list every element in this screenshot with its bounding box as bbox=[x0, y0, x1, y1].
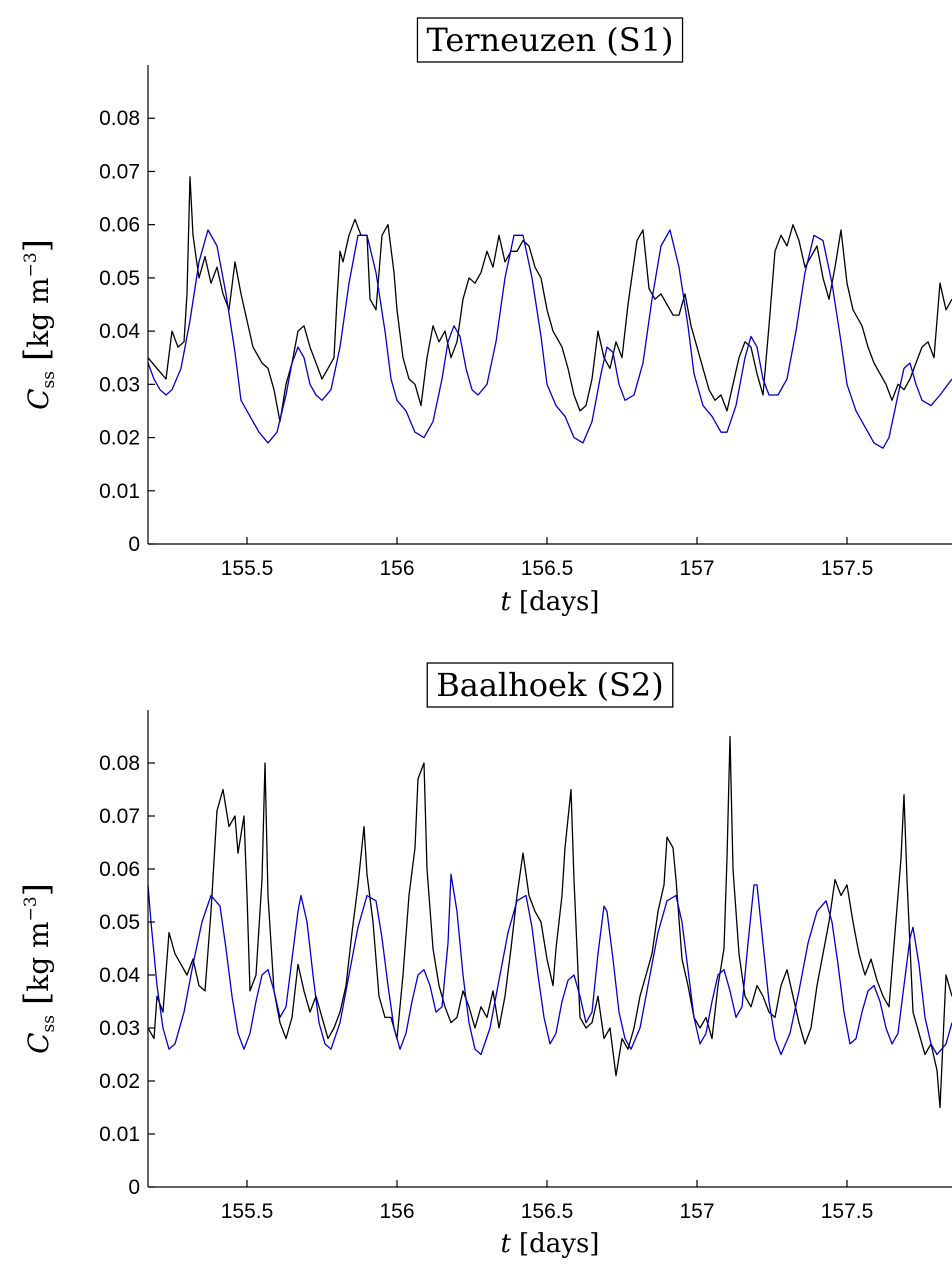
y-tick-label: 0.05 bbox=[99, 911, 140, 934]
x-tick-label: 156.5 bbox=[521, 557, 574, 580]
y-tick-label: 0 bbox=[128, 1176, 140, 1199]
x-tick-label: 156.5 bbox=[521, 1200, 574, 1223]
x-tick-label: 155.5 bbox=[221, 557, 274, 580]
y-axis-label-bracket-close: ] bbox=[17, 239, 57, 252]
y-tick-label: 0.05 bbox=[99, 267, 140, 290]
x-axis-label-var: t bbox=[501, 1229, 512, 1259]
title-box bbox=[416, 17, 684, 63]
y-tick-label: 0.01 bbox=[99, 1123, 140, 1146]
y-tick-label: 0.02 bbox=[99, 427, 140, 450]
x-tick-label: 157.5 bbox=[821, 1200, 874, 1223]
y-axis-label-bracket-close: ] bbox=[17, 883, 57, 896]
chart-title: Terneuzen (S1) bbox=[426, 21, 673, 59]
chart-panel-1: 0 0.01 0.02 0.03 0.04 0.05 0.06 0.07 0.08 155.5 15… bbox=[17, 17, 952, 617]
y-axis-label-sub: ss bbox=[39, 371, 59, 388]
x-axis-label: t [days] bbox=[501, 587, 600, 617]
series-line-2 bbox=[148, 229, 952, 449]
y-axis-label-exp: −3 bbox=[21, 896, 41, 921]
series-line-2 bbox=[148, 873, 952, 1056]
chart-title: Baalhoek (S2) bbox=[436, 666, 664, 704]
y-tick-label: 0.08 bbox=[99, 107, 140, 130]
y-tick-label: 0.02 bbox=[99, 1070, 140, 1093]
x-tick-label: 157 bbox=[679, 1200, 714, 1223]
y-tick-label: 0.01 bbox=[99, 480, 140, 503]
y-axis-label-sub: ss bbox=[39, 1015, 59, 1032]
y-tick-label: 0.04 bbox=[99, 964, 140, 987]
y-axis-label-var: C bbox=[22, 1032, 55, 1053]
y-axis-label: Css [kg m−3] bbox=[17, 883, 59, 1054]
y-tick-label: 0.08 bbox=[99, 752, 140, 775]
x-axis-label: t [days] bbox=[501, 1229, 600, 1259]
y-axis-label-exp: −3 bbox=[21, 252, 41, 277]
x-tick-label: 155.5 bbox=[221, 1200, 274, 1223]
x-axis-label-unit: [days] bbox=[519, 587, 599, 617]
y-axis-label-bracket-open: [ bbox=[17, 992, 57, 1005]
y-tick-label: 0.04 bbox=[99, 320, 140, 343]
y-tick-label: 0.06 bbox=[99, 214, 140, 237]
y-axis-label-bracket-open: [ bbox=[17, 348, 57, 361]
x-axis-label-unit: [days] bbox=[519, 1229, 599, 1259]
x-tick-label: 157 bbox=[679, 557, 714, 580]
y-tick-label: 0 bbox=[128, 533, 140, 556]
y-axis-label-unit: kg m bbox=[22, 921, 55, 991]
y-tick-label: 0.03 bbox=[99, 1017, 140, 1040]
x-axis-label-var: t bbox=[501, 587, 512, 617]
y-tick-label: 0.07 bbox=[99, 160, 140, 183]
title-box bbox=[426, 662, 674, 708]
series-line-1 bbox=[148, 176, 952, 423]
x-tick-label: 156 bbox=[379, 557, 414, 580]
y-tick-label: 0.03 bbox=[99, 373, 140, 396]
y-axis-label-unit: kg m bbox=[22, 277, 55, 347]
y-tick-label: 0.06 bbox=[99, 858, 140, 881]
y-tick-label: 0.07 bbox=[99, 805, 140, 828]
y-axis-label-var: C bbox=[22, 388, 55, 409]
y-axis-label: Css [kg m−3] bbox=[17, 239, 59, 410]
x-tick-label: 156 bbox=[379, 1200, 414, 1223]
x-tick-label: 157.5 bbox=[821, 557, 874, 580]
chart-panel-2: 0 0.01 0.02 0.03 0.04 0.05 0.06 0.07 0.08 155.5 15… bbox=[17, 662, 952, 1259]
